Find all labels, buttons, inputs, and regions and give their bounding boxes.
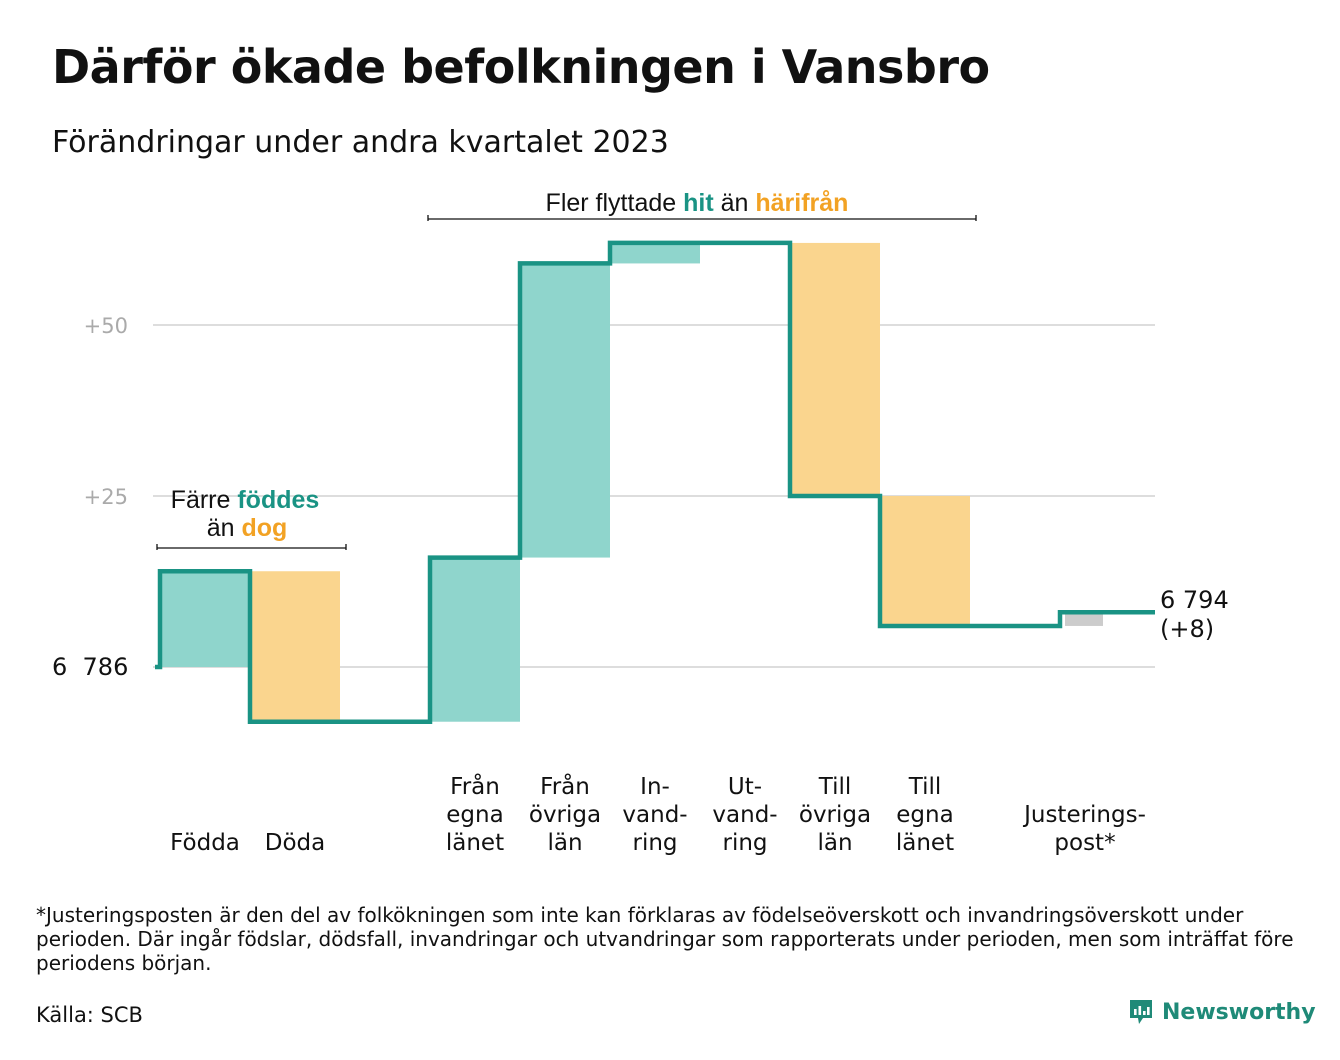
brand-name: Newsworthy (1162, 999, 1316, 1025)
bar-in (432, 557, 520, 722)
migration-annotation: Fler flyttade hit än härifrån (546, 189, 849, 217)
category-label: länet (896, 830, 954, 856)
category-label: län (817, 830, 852, 856)
category-label: Födda (170, 830, 240, 856)
brand: Newsworthy (1128, 998, 1316, 1026)
y-tick-label: +25 (84, 485, 128, 509)
category-label: Till (908, 774, 942, 800)
bar-in (612, 242, 700, 264)
category-label: egna (446, 802, 503, 828)
annotation-highlight-in: föddes (237, 486, 319, 514)
category-label: egna (896, 802, 953, 828)
births-annotation-line2: än dog (207, 514, 288, 542)
category-label: post* (1054, 830, 1115, 856)
category-label: vand- (712, 802, 777, 828)
births-annotation-line1: Färre föddes (171, 486, 320, 514)
category-label: Justerings- (1022, 802, 1146, 828)
category-labels: Födda DödaFrånegnalänetFrånövrigalänIn-va… (170, 772, 1146, 856)
category-label: Till (818, 774, 852, 800)
category-label: In- (640, 774, 670, 800)
bar-in (162, 571, 250, 667)
annotation-highlight-in: hit (683, 189, 714, 217)
bars (162, 242, 1103, 722)
category-label: övriga (799, 802, 871, 828)
annotation-highlight-out: dog (241, 514, 287, 542)
category-label: vand- (622, 802, 687, 828)
bar-out (882, 496, 970, 626)
births-bracket (156, 544, 347, 550)
annotation-text: än (714, 189, 756, 217)
chart-subtitle: Förändringar under andra kvartalet 2023 (52, 125, 669, 160)
migration-bracket (427, 215, 977, 221)
source-label: Källa: SCB (36, 1003, 143, 1027)
end-change-label: (+8) (1160, 615, 1214, 643)
category-label: Ut- (728, 774, 762, 800)
annotation-highlight-out: härifrån (755, 189, 848, 217)
category-label: övriga (529, 802, 601, 828)
end-value-label: 6 794 (1160, 586, 1229, 614)
category-label: länet (446, 830, 504, 856)
chart-title: Därför ökade befolkningen i Vansbro (52, 40, 990, 94)
category-label: Döda (265, 830, 325, 856)
category-label: Från (450, 772, 500, 800)
category-label: ring (722, 830, 767, 856)
start-value-label: 6 786 (52, 653, 128, 681)
newsworthy-logo-icon (1130, 1000, 1152, 1024)
y-tick-label: +50 (84, 314, 128, 338)
category-label: ring (632, 830, 677, 856)
bar-in (522, 263, 610, 558)
bar-out (792, 242, 880, 496)
footnote: *Justeringsposten är den del av folkökni… (36, 903, 1294, 975)
annotation-text: än (207, 514, 242, 542)
cumulative-line-path (155, 240, 1155, 724)
bar-adjust (1065, 612, 1103, 626)
annotation-text: Fler flyttade (546, 189, 684, 217)
category-label: Från (540, 772, 590, 800)
cumulative-line (155, 240, 1155, 724)
category-label: län (547, 830, 582, 856)
annotation-text: Färre (171, 486, 238, 514)
bar-out (252, 571, 340, 722)
